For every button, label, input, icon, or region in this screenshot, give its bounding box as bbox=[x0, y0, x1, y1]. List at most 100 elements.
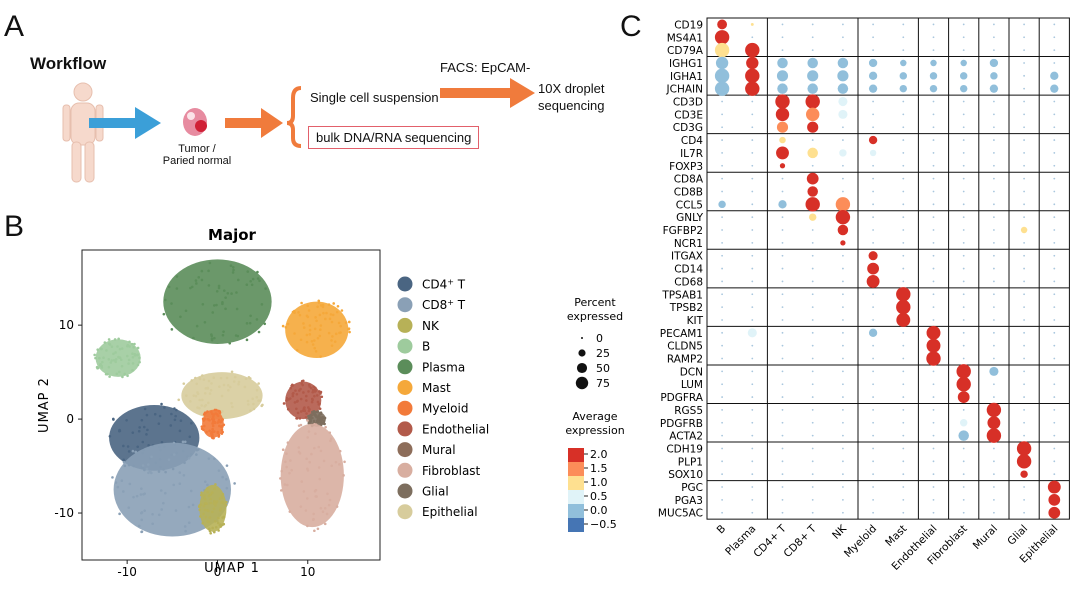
cluster-point bbox=[203, 404, 207, 408]
cluster-point bbox=[198, 504, 201, 507]
background-dot bbox=[1053, 190, 1056, 193]
cluster-point bbox=[293, 332, 296, 335]
background-dot bbox=[781, 254, 784, 257]
background-dot bbox=[993, 49, 995, 52]
background-dot bbox=[721, 396, 723, 398]
background-dot bbox=[962, 177, 965, 180]
cluster-point bbox=[128, 345, 131, 348]
background-dot bbox=[932, 486, 935, 488]
background-dot bbox=[932, 139, 935, 141]
background-dot bbox=[932, 36, 935, 39]
cluster-point bbox=[207, 494, 211, 498]
cluster-point bbox=[202, 512, 205, 516]
cluster-point bbox=[220, 410, 224, 413]
background-dot bbox=[842, 267, 844, 270]
background-dot bbox=[872, 164, 874, 167]
background-dot bbox=[811, 473, 814, 476]
blue-arrow-icon bbox=[89, 107, 161, 139]
color-legend: 2.01.51.00.50.0−0.5 bbox=[568, 448, 617, 532]
background-dot bbox=[932, 241, 935, 244]
dot-pdgfra bbox=[957, 391, 970, 403]
background-dot bbox=[842, 36, 844, 39]
cluster-point bbox=[195, 382, 199, 386]
dot-cd3d bbox=[805, 94, 820, 109]
cluster-point bbox=[302, 490, 306, 493]
background-dot bbox=[751, 498, 754, 501]
background-dot bbox=[902, 164, 905, 167]
legend-label: B bbox=[422, 340, 430, 354]
cluster-point bbox=[313, 346, 317, 350]
background-dot bbox=[993, 241, 995, 244]
background-dot bbox=[962, 486, 965, 488]
background-dot bbox=[902, 344, 905, 347]
background-dot bbox=[811, 293, 814, 296]
cluster-point bbox=[191, 503, 195, 507]
background-dot bbox=[721, 254, 723, 257]
background-dot bbox=[811, 357, 814, 360]
cluster-point bbox=[208, 429, 211, 433]
cluster-point bbox=[306, 497, 309, 500]
background-dot bbox=[811, 49, 814, 52]
background-dot bbox=[962, 306, 965, 309]
cluster-point bbox=[150, 471, 153, 475]
background-dot bbox=[962, 331, 965, 334]
cluster-point bbox=[208, 392, 212, 395]
background-dot bbox=[962, 164, 965, 167]
dot-lum bbox=[956, 377, 971, 392]
background-dot bbox=[993, 164, 995, 167]
cluster-point bbox=[335, 310, 339, 314]
background-dot bbox=[1053, 280, 1056, 283]
dot-cd19 bbox=[750, 22, 754, 26]
cluster-point bbox=[308, 417, 312, 421]
cluster-point bbox=[118, 347, 122, 351]
cluster-point bbox=[203, 496, 206, 500]
cluster-point bbox=[321, 510, 325, 514]
celltype-label: NK bbox=[830, 522, 850, 542]
background-dot bbox=[781, 421, 784, 424]
background-dot bbox=[932, 293, 935, 296]
cluster-point bbox=[150, 455, 153, 459]
cluster-point bbox=[212, 413, 216, 416]
cluster-point bbox=[280, 489, 283, 492]
cluster-point bbox=[321, 303, 325, 307]
cluster-point bbox=[284, 460, 287, 464]
cluster-point bbox=[319, 423, 323, 426]
cluster-point bbox=[227, 389, 230, 392]
cluster-point bbox=[338, 331, 341, 335]
dot-jchain bbox=[929, 84, 938, 93]
background-dot bbox=[962, 344, 965, 347]
background-dot bbox=[932, 396, 935, 398]
background-dot bbox=[932, 447, 935, 450]
cluster-point bbox=[298, 417, 302, 420]
legend-swatch bbox=[397, 317, 413, 333]
background-dot bbox=[902, 498, 905, 501]
cluster-point bbox=[213, 487, 216, 491]
cluster-point bbox=[222, 289, 226, 292]
cluster-point bbox=[317, 299, 321, 303]
legend-swatch bbox=[397, 421, 413, 437]
cluster-point bbox=[311, 416, 314, 420]
background-dot bbox=[872, 396, 874, 398]
background-dot bbox=[1053, 421, 1056, 424]
background-dot bbox=[962, 216, 965, 219]
background-dot bbox=[781, 177, 784, 180]
cluster-point bbox=[291, 392, 295, 396]
background-dot bbox=[751, 460, 754, 463]
background-dot bbox=[872, 319, 874, 321]
background-dot bbox=[902, 216, 905, 219]
celltype-label: Glial bbox=[1005, 523, 1030, 548]
cluster-point bbox=[190, 379, 194, 382]
background-dot bbox=[751, 139, 754, 141]
background-dot bbox=[842, 164, 844, 167]
cluster-point bbox=[314, 432, 317, 435]
background-dot bbox=[781, 280, 784, 283]
background-dot bbox=[962, 241, 965, 244]
cluster-point bbox=[310, 340, 314, 343]
cluster-point bbox=[298, 452, 302, 455]
dot-pgc bbox=[1047, 480, 1061, 494]
cluster-point bbox=[203, 321, 207, 324]
cluster-point bbox=[234, 334, 238, 337]
background-dot bbox=[751, 36, 754, 39]
cluster-point bbox=[214, 483, 217, 486]
cluster-point bbox=[231, 405, 234, 409]
